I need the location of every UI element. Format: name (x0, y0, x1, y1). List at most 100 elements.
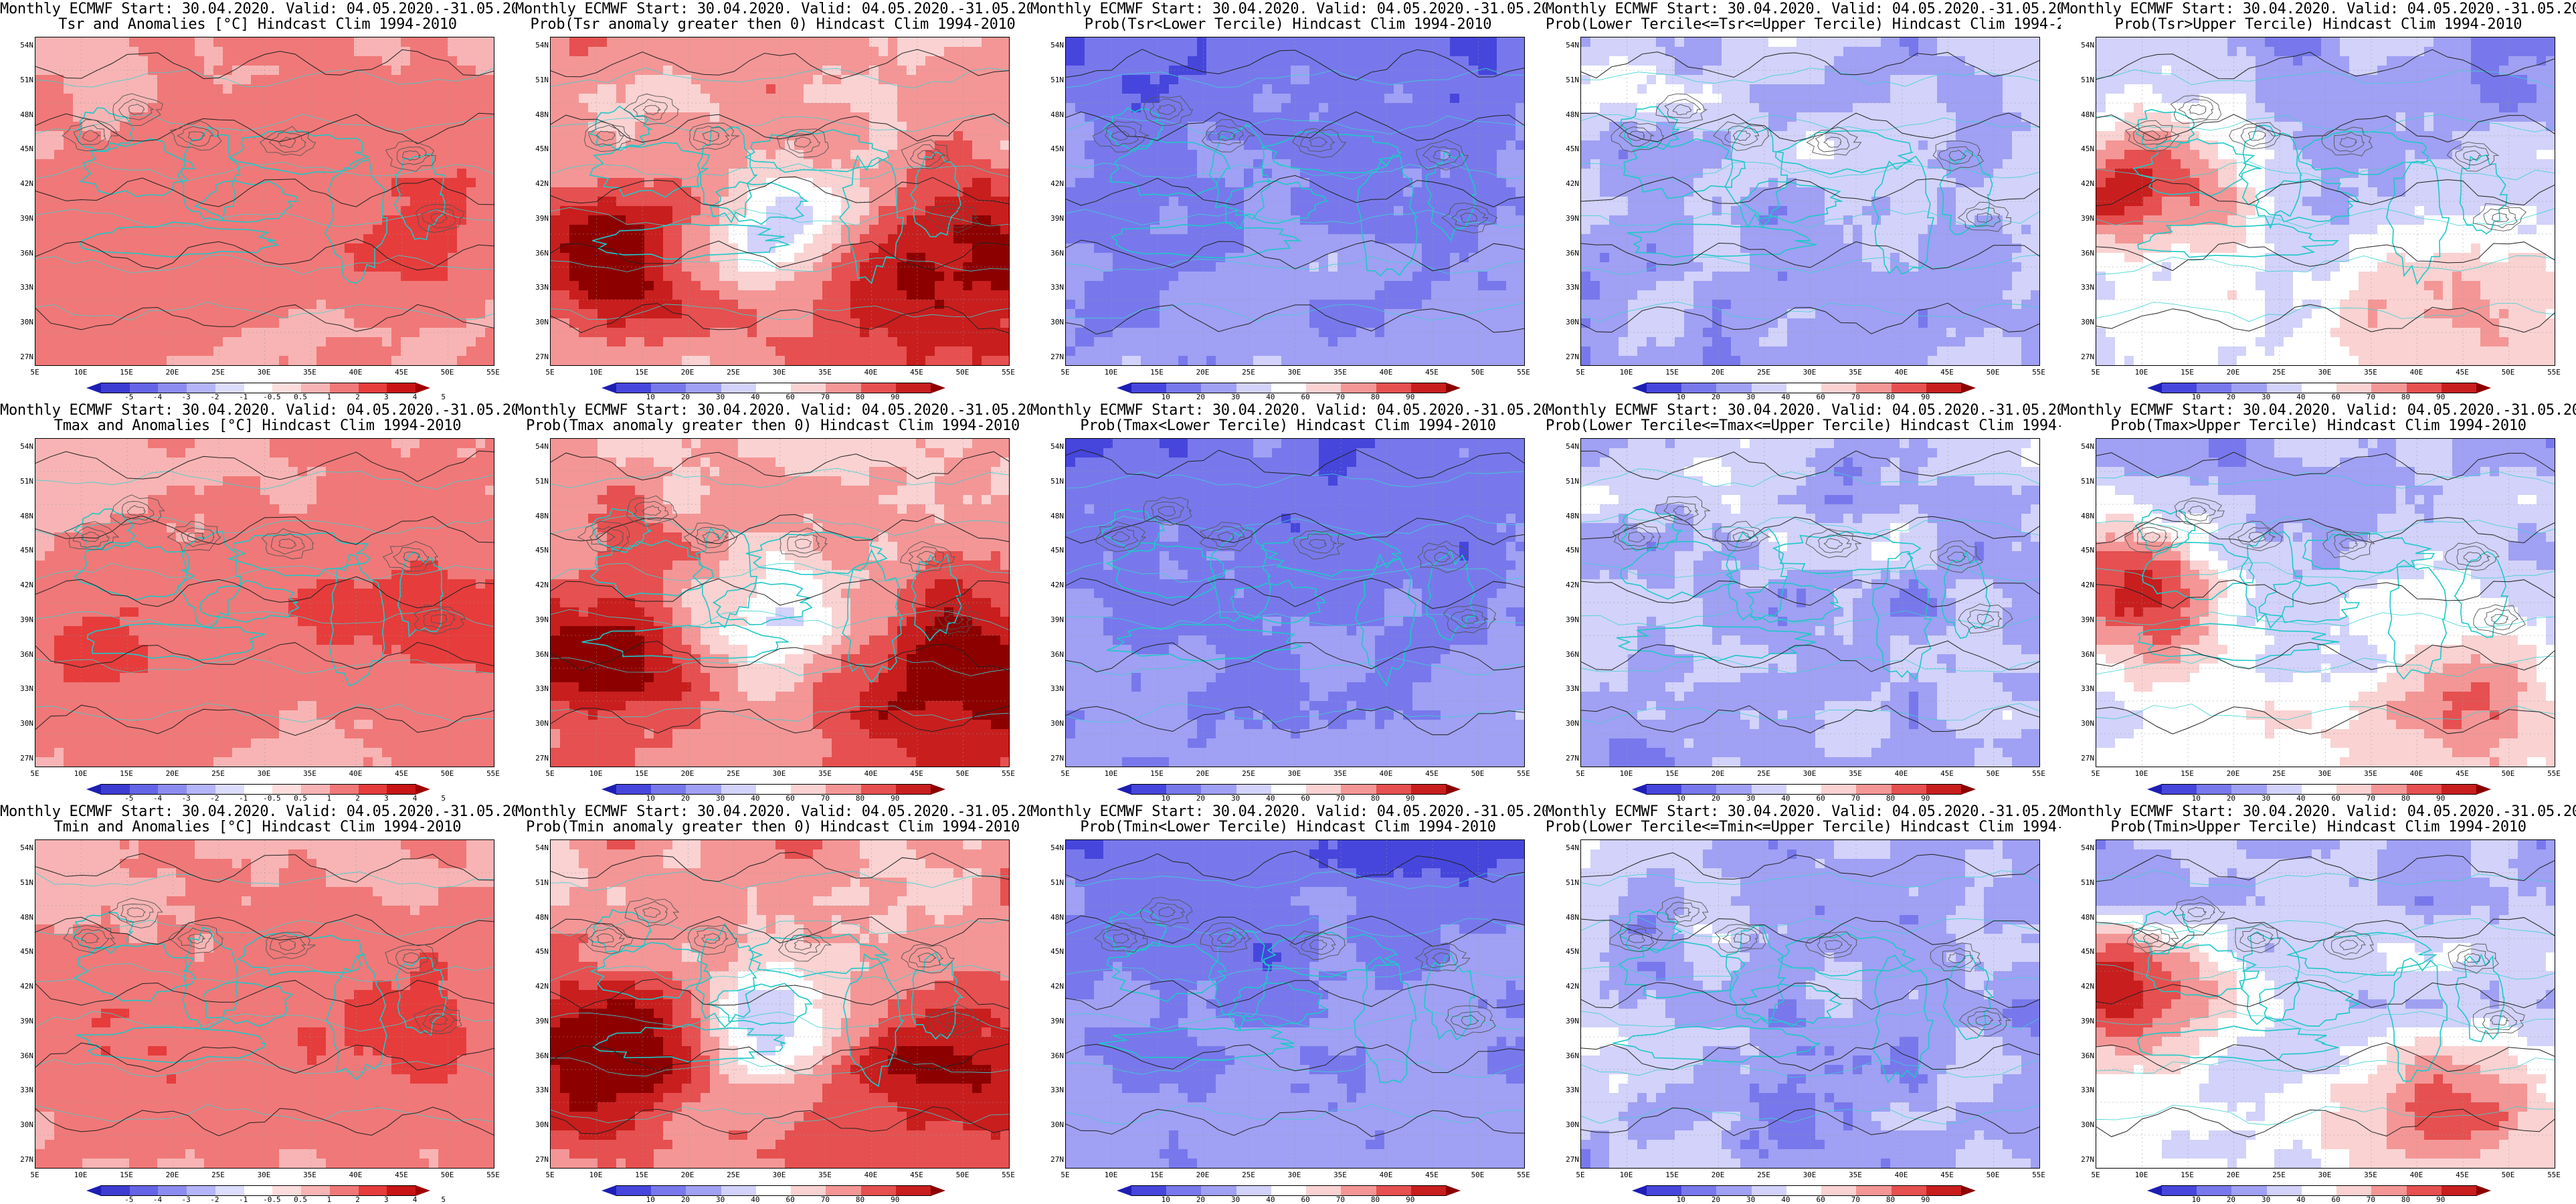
latitude-label: 27N (527, 1156, 549, 1163)
latitude-label: 33N (12, 1086, 33, 1094)
longitude-label: 20E (2220, 369, 2247, 376)
latitude-label: 39N (2073, 215, 2094, 222)
colorbar-swatch (1926, 383, 1961, 393)
map-field (35, 37, 494, 365)
longitude-label: 20E (674, 770, 701, 777)
latitude-label: 39N (12, 215, 33, 222)
latitude-label: 33N (12, 284, 33, 291)
colorbar-tick-label: 70 (2357, 795, 2384, 802)
colorbar-swatch (1821, 383, 1857, 393)
colorbar-swatch (1716, 785, 1752, 794)
map-panel: Monthly ECMWF Start: 30.04.2020. Valid: … (1030, 803, 1546, 1204)
latitude-label: 48N (12, 512, 33, 520)
colorbar-tick-label: 30 (707, 1196, 734, 1203)
latitude-label: 39N (1042, 215, 1064, 222)
latitude-label: 54N (2073, 41, 2094, 49)
longitude-label: 25E (205, 1171, 232, 1179)
latitude-label: 48N (12, 111, 33, 118)
colorbar-tick-label: 60 (1292, 393, 1319, 401)
colorbar-min-arrow (1117, 383, 1131, 393)
colorbar-tick-label: 3 (373, 393, 399, 401)
colorbar-tick-label: 30 (2253, 393, 2280, 401)
colorbar-swatch (1681, 785, 1717, 794)
latitude-label: 39N (1042, 1017, 1064, 1025)
latitude-label: 36N (527, 249, 549, 257)
map-panel: Monthly ECMWF Start: 30.04.2020. Valid: … (1546, 803, 2061, 1204)
latitude-label: 51N (12, 76, 33, 84)
colorbar-tick-label: 2 (345, 1196, 371, 1203)
latitude-label: 36N (1042, 1052, 1064, 1060)
colorbar-tick-label: 20 (672, 1196, 699, 1203)
longitude-label: 35E (1327, 369, 1354, 376)
latitude-label: 42N (527, 180, 549, 187)
colorbar-swatch (2231, 1186, 2267, 1195)
longitude-label: 15E (2174, 369, 2201, 376)
colorbar-swatch (2301, 383, 2337, 393)
latitude-label: 51N (1042, 76, 1064, 84)
colorbar-swatch (244, 1186, 273, 1195)
longitude-label: 35E (1327, 1171, 1354, 1179)
colorbar-swatch (755, 1186, 792, 1195)
panel-title-line1: Monthly ECMWF Start: 30.04.2020. Valid: … (0, 2, 515, 17)
colorbar-swatch (1410, 1186, 1446, 1195)
colorbar-swatch (301, 1186, 330, 1195)
colorbar-tick-label: 60 (1292, 1196, 1319, 1203)
colorbar-tick-label: 1 (316, 1196, 343, 1203)
longitude-label: 25E (2266, 1171, 2292, 1179)
latitude-label: 54N (527, 41, 549, 49)
longitude-label: 15E (1659, 369, 1685, 376)
colorbar-swatch (1926, 785, 1961, 794)
colorbar-tick-label: 10 (2183, 1196, 2209, 1203)
latitude-label: 36N (2073, 249, 2094, 257)
latitude-label: 30N (12, 720, 33, 727)
colorbar-swatch (2197, 1186, 2232, 1195)
colorbar-max-arrow (416, 383, 430, 393)
latitude-label: 54N (527, 443, 549, 450)
latitude-label: 30N (1558, 1121, 1579, 1128)
color-scale-bar (602, 383, 945, 393)
latitude-label: 30N (1042, 720, 1064, 727)
colorbar-tick-label: 70 (1327, 1196, 1354, 1203)
longitude-label: 45E (1418, 1171, 1445, 1179)
longitude-label: 10E (583, 369, 610, 376)
latitude-label: 39N (2073, 616, 2094, 623)
latitude-label: 51N (12, 478, 33, 485)
longitude-label: 15E (1143, 770, 1170, 777)
longitude-label: 20E (1705, 1171, 1732, 1179)
colorbar-swatch (2231, 383, 2267, 393)
latitude-label: 48N (2073, 512, 2094, 520)
colorbar-tick-label: 3 (373, 795, 399, 802)
colorbar-swatch (1716, 1186, 1752, 1195)
latitude-label: 42N (12, 180, 33, 187)
panel-title-line1: Monthly ECMWF Start: 30.04.2020. Valid: … (2061, 805, 2576, 819)
longitude-label: 40E (2403, 770, 2430, 777)
colorbar-tick-label: 80 (1877, 795, 1904, 802)
longitude-label: 45E (2449, 1171, 2476, 1179)
colorbar-tick-label: 20 (1702, 1196, 1729, 1203)
colorbar-tick-label: 70 (2357, 393, 2384, 401)
colorbar-max-arrow (1961, 1185, 1976, 1196)
colorbar-min-arrow (1632, 1185, 1647, 1196)
latitude-label: 36N (1558, 1052, 1579, 1060)
latitude-label: 42N (12, 983, 33, 990)
latitude-label: 54N (1042, 443, 1064, 450)
colorbar-swatch (686, 785, 721, 794)
latitude-label: 27N (2073, 755, 2094, 762)
colorbar-min-arrow (1117, 784, 1131, 795)
colorbar-swatch (101, 383, 130, 393)
latitude-label: 45N (12, 546, 33, 554)
latitude-label: 36N (12, 249, 33, 257)
latitude-label: 33N (1558, 685, 1579, 692)
longitude-label: 45E (1934, 770, 1960, 777)
latitude-label: 48N (527, 914, 549, 921)
longitude-label: 35E (812, 369, 838, 376)
latitude-label: 48N (1558, 512, 1579, 520)
longitude-label: 10E (1098, 369, 1125, 376)
latitude-label: 39N (1558, 1017, 1579, 1025)
longitude-label: 5E (1052, 770, 1079, 777)
longitude-label: 35E (1327, 770, 1354, 777)
colorbar-tick-label: 10 (637, 795, 664, 802)
latitude-label: 54N (1558, 41, 1579, 49)
longitude-label: 55E (995, 770, 1022, 777)
latitude-label: 36N (2073, 1052, 2094, 1060)
